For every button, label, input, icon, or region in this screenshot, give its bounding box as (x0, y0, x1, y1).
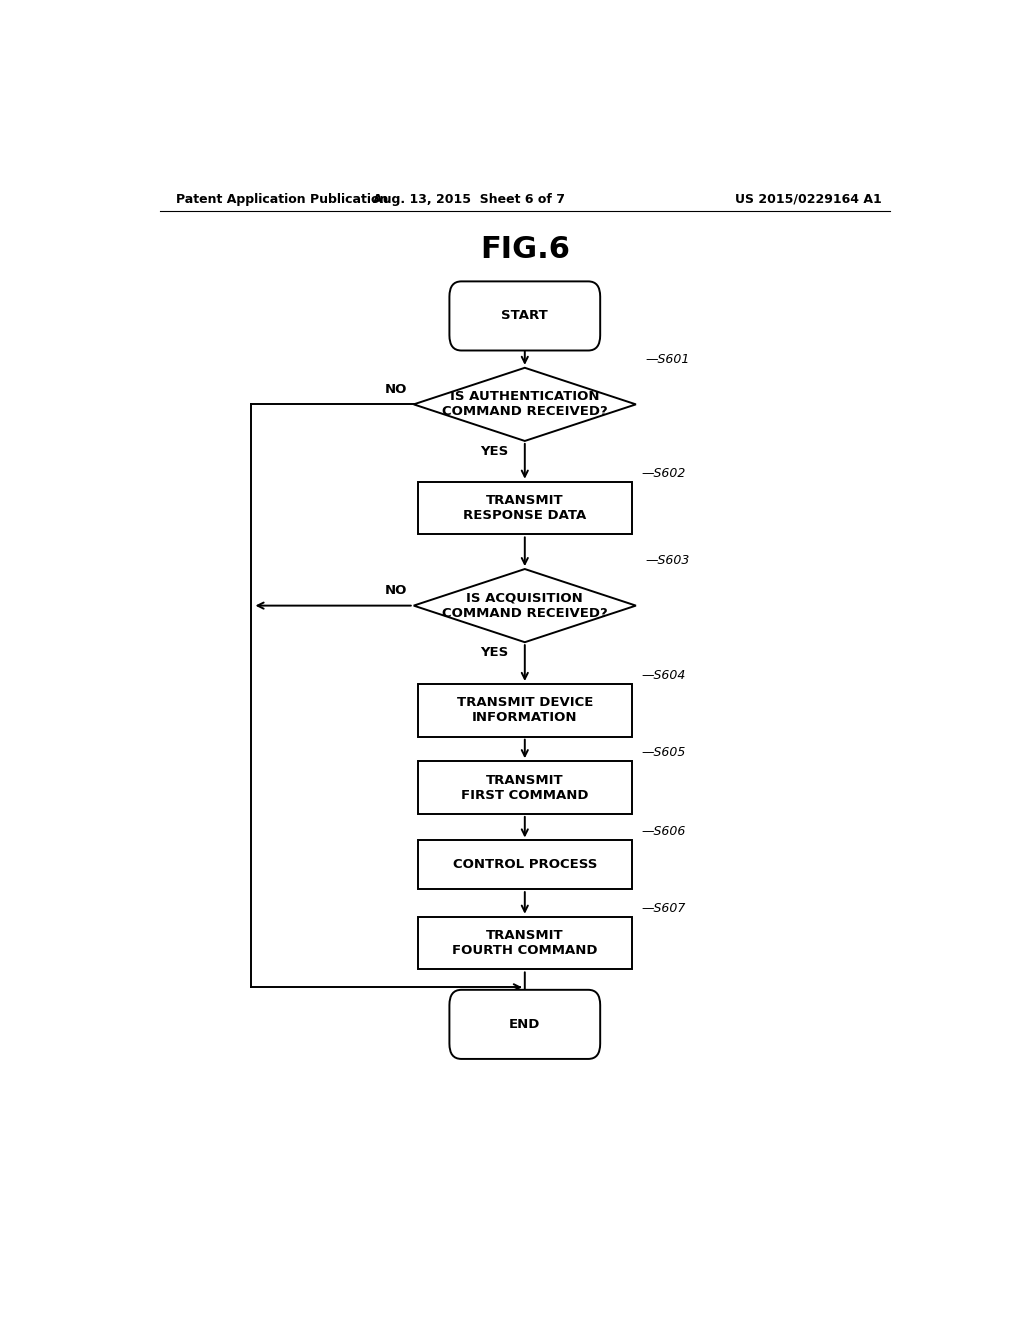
Text: YES: YES (480, 647, 509, 659)
Text: TRANSMIT DEVICE
INFORMATION: TRANSMIT DEVICE INFORMATION (457, 697, 593, 725)
Bar (418, 916, 632, 969)
Text: —S602: —S602 (641, 466, 686, 479)
Text: IS ACQUISITION
COMMAND RECEIVED?: IS ACQUISITION COMMAND RECEIVED? (442, 591, 607, 619)
Bar (418, 684, 632, 737)
Text: TRANSMIT
RESPONSE DATA: TRANSMIT RESPONSE DATA (463, 494, 587, 521)
Text: US 2015/0229164 A1: US 2015/0229164 A1 (735, 193, 882, 206)
Text: —S606: —S606 (641, 825, 686, 838)
Text: START: START (502, 309, 548, 322)
Text: —S601: —S601 (645, 352, 690, 366)
Text: IS AUTHENTICATION
COMMAND RECEIVED?: IS AUTHENTICATION COMMAND RECEIVED? (442, 391, 607, 418)
Text: NO: NO (385, 383, 408, 396)
Text: Patent Application Publication: Patent Application Publication (176, 193, 388, 206)
FancyBboxPatch shape (450, 281, 600, 351)
Text: —S604: —S604 (641, 669, 686, 682)
FancyBboxPatch shape (450, 990, 600, 1059)
Text: CONTROL PROCESS: CONTROL PROCESS (453, 858, 597, 871)
Text: FIG.6: FIG.6 (480, 235, 569, 264)
Text: END: END (509, 1018, 541, 1031)
Polygon shape (414, 368, 636, 441)
Text: TRANSMIT
FIRST COMMAND: TRANSMIT FIRST COMMAND (461, 774, 589, 801)
Bar (418, 762, 632, 814)
Polygon shape (414, 569, 636, 643)
Text: YES: YES (480, 445, 509, 458)
Text: —S607: —S607 (641, 902, 686, 915)
Text: TRANSMIT
FOURTH COMMAND: TRANSMIT FOURTH COMMAND (452, 929, 598, 957)
Text: —S603: —S603 (645, 554, 690, 568)
Text: —S605: —S605 (641, 746, 686, 759)
Bar (418, 841, 632, 890)
Bar (418, 482, 632, 535)
Text: NO: NO (385, 585, 408, 598)
Text: Aug. 13, 2015  Sheet 6 of 7: Aug. 13, 2015 Sheet 6 of 7 (373, 193, 565, 206)
